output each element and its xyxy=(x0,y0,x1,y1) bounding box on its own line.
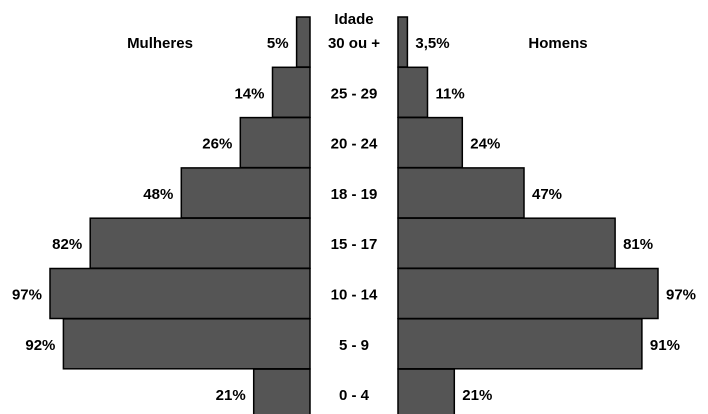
women-value-label: 97% xyxy=(12,287,42,304)
men-bar-0 xyxy=(397,16,409,68)
women-bar-3 xyxy=(180,167,311,219)
men-value-label: 21% xyxy=(462,387,492,404)
series-title-women: Mulheres xyxy=(127,35,193,52)
age-category-label: 10 - 14 xyxy=(331,287,378,304)
women-bar-7 xyxy=(252,368,311,414)
age-category-label: 30 ou + xyxy=(328,35,380,52)
men-bar-6 xyxy=(397,318,643,370)
series-title-men: Homens xyxy=(528,35,587,52)
labels-layer: 30 ou + 5% 3,5% 25 - 29 14% 11% 20 - 24 26% 24% 1… xyxy=(12,35,696,404)
age-category-label: 15 - 17 xyxy=(331,236,378,253)
women-bar-4 xyxy=(89,217,311,269)
men-value-label: 3,5% xyxy=(415,35,449,52)
men-bar-5 xyxy=(397,267,659,320)
men-value-label: 11% xyxy=(436,85,465,102)
age-axis-title: Idade xyxy=(334,11,373,28)
women-value-label: 92% xyxy=(25,337,55,354)
men-value-label: 47% xyxy=(532,186,562,203)
men-bar-2 xyxy=(397,116,464,169)
men-value-label: 91% xyxy=(650,337,680,354)
age-category-label: 0 - 4 xyxy=(339,387,370,404)
men-bar-3 xyxy=(397,167,525,219)
men-value-label: 24% xyxy=(470,136,500,153)
age-category-label: 5 - 9 xyxy=(339,337,369,354)
women-value-label: 82% xyxy=(52,236,82,253)
women-value-label: 14% xyxy=(234,85,264,102)
women-value-label: 21% xyxy=(216,387,246,404)
women-bar-5 xyxy=(49,267,311,320)
women-bar-6 xyxy=(62,318,311,370)
men-bar-7 xyxy=(397,368,456,414)
women-value-label: 26% xyxy=(202,136,232,153)
women-bar-0 xyxy=(295,16,311,68)
men-bar-1 xyxy=(397,66,429,119)
age-category-label: 20 - 24 xyxy=(331,136,378,153)
men-value-label: 81% xyxy=(623,236,653,253)
women-bar-2 xyxy=(239,116,311,169)
men-bar-4 xyxy=(397,217,616,269)
women-value-label: 5% xyxy=(267,35,289,52)
bars-layer xyxy=(49,16,659,414)
age-category-label: 18 - 19 xyxy=(331,186,378,203)
women-bar-1 xyxy=(271,66,311,119)
women-value-label: 48% xyxy=(143,186,173,203)
men-value-label: 97% xyxy=(666,287,696,304)
age-category-label: 25 - 29 xyxy=(331,85,378,102)
